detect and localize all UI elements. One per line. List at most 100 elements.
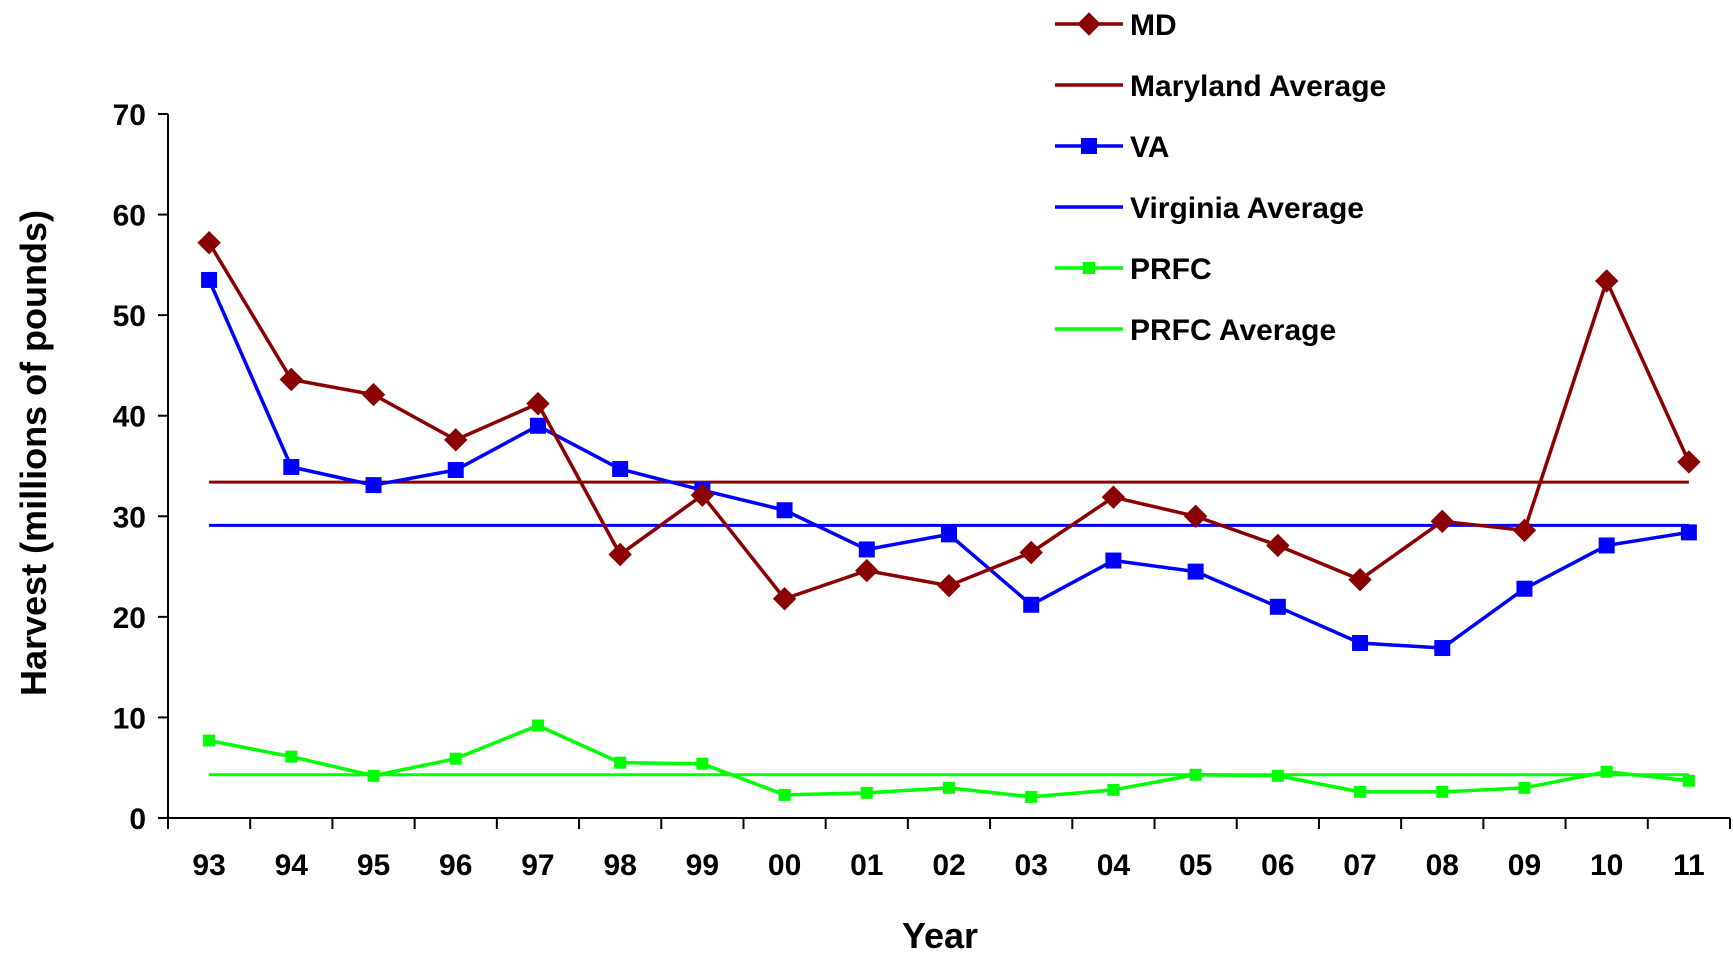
y-tick-label: 60 (113, 200, 146, 233)
x-tick-label: 96 (439, 849, 472, 882)
legend-swatch-marker (1083, 262, 1095, 274)
series-va (201, 271, 1697, 657)
legend-label: VA (1130, 131, 1169, 164)
x-tick-label: 04 (1097, 849, 1131, 882)
x-tick-label: 01 (850, 849, 883, 882)
x-tick-label: 98 (603, 849, 636, 882)
point-md (1019, 540, 1043, 565)
x-tick-label: 02 (932, 849, 965, 882)
point-va (1269, 598, 1286, 615)
point-va (1516, 580, 1533, 597)
point-va (941, 526, 957, 543)
x-tick-label: 09 (1508, 849, 1541, 882)
point-va (447, 462, 464, 479)
legend-swatch-marker (1081, 138, 1097, 154)
x-tick-label: 95 (357, 849, 390, 882)
axes: 0 10 20 30 40 50 60 70 93 94 95 96 97 98 99 00 01 02 03 04 0… (113, 99, 1731, 882)
legend-label: MD (1130, 9, 1177, 42)
point-prfc (696, 757, 709, 770)
line-md (207, 241, 1691, 601)
y-tick-label: 30 (113, 501, 146, 534)
x-tick-label: 10 (1590, 849, 1623, 882)
point-md (526, 391, 550, 416)
point-prfc (1189, 768, 1202, 781)
x-tick-label: 00 (768, 849, 801, 882)
point-prfc (1682, 774, 1695, 787)
point-va (1680, 524, 1697, 541)
point-prfc (285, 750, 298, 763)
legend-label: Virginia Average (1130, 192, 1364, 225)
point-va (529, 417, 546, 434)
point-va (201, 271, 218, 288)
point-md (608, 542, 632, 567)
point-md (444, 428, 468, 452)
point-prfc (860, 786, 873, 799)
point-va (365, 477, 382, 494)
point-va (1023, 596, 1040, 613)
point-md (1430, 509, 1454, 534)
point-va (776, 502, 793, 519)
point-prfc (1518, 781, 1531, 794)
point-md (1512, 518, 1537, 543)
x-tick-label: 94 (275, 849, 309, 882)
point-md (1677, 450, 1701, 474)
point-prfc (449, 752, 462, 765)
point-md (197, 231, 221, 255)
point-prfc (531, 719, 544, 732)
point-md (1101, 485, 1126, 509)
point-va (1187, 563, 1204, 580)
x-tick-label: 97 (521, 849, 554, 882)
point-va (1598, 537, 1615, 554)
point-md (690, 483, 715, 507)
point-md (1594, 269, 1619, 293)
series-layer (197, 231, 1701, 803)
legend-item-va: VA (1055, 131, 1169, 164)
point-va (1434, 640, 1451, 657)
point-prfc (1354, 785, 1367, 798)
point-md (1183, 504, 1208, 528)
legend-label: Maryland Average (1130, 70, 1386, 103)
x-tick-label: 11 (1673, 849, 1705, 882)
legend-item-md: MD (1055, 9, 1177, 42)
x-tick-label: 07 (1343, 849, 1376, 882)
point-md (937, 573, 961, 598)
point-prfc (778, 788, 791, 801)
point-prfc (1107, 783, 1120, 796)
point-va (1352, 635, 1369, 652)
y-tick-label: 70 (113, 99, 146, 132)
x-tick-label: 08 (1426, 849, 1459, 882)
point-prfc (1025, 790, 1038, 803)
x-tick-label: 99 (686, 849, 719, 882)
series-md (197, 231, 1701, 611)
x-tick-label: 03 (1015, 849, 1048, 882)
legend-swatch-marker (1077, 12, 1101, 36)
y-tick-label: 20 (113, 602, 146, 635)
legend: MD Maryland Average VA Virginia Average PRFC… (1055, 9, 1386, 347)
point-va (1105, 552, 1122, 569)
legend-item-prfc-average: PRFC Average (1055, 314, 1336, 347)
y-tick-label: 50 (113, 300, 146, 333)
x-tick-label: 06 (1261, 849, 1294, 882)
legend-label: PRFC (1130, 253, 1212, 286)
point-va (612, 461, 629, 478)
y-tick-label: 10 (113, 702, 146, 735)
point-prfc (943, 781, 955, 794)
point-prfc (203, 734, 216, 747)
point-md (1266, 533, 1290, 558)
legend-label: PRFC Average (1130, 314, 1336, 347)
y-tick-label: 0 (129, 803, 146, 836)
y-tick-label: 40 (113, 401, 146, 434)
series-prfc (203, 719, 1695, 803)
point-md (361, 382, 386, 407)
point-va (858, 541, 875, 558)
point-va (283, 459, 300, 476)
point-prfc (1436, 785, 1449, 798)
y-axis-title: Harvest (millions of pounds) (13, 210, 54, 696)
x-tick-label: 05 (1179, 849, 1212, 882)
legend-item-virginia-average: Virginia Average (1055, 192, 1364, 225)
legend-item-maryland-average: Maryland Average (1055, 70, 1386, 103)
point-md (1348, 567, 1372, 592)
x-tick-label: 93 (192, 849, 225, 882)
legend-item-prfc: PRFC (1055, 253, 1212, 286)
